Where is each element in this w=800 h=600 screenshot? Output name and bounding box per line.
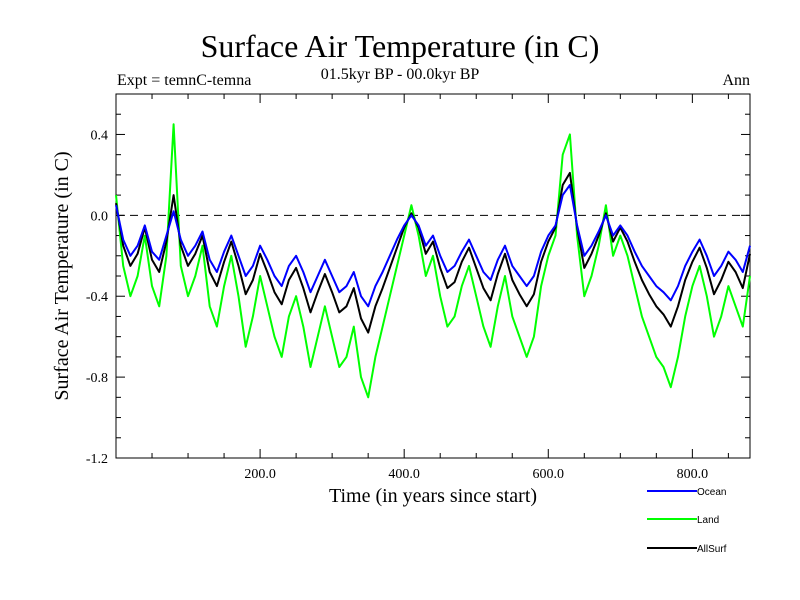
y-tick-label: 0.4 — [91, 128, 109, 143]
legend-label-ocean: Ocean — [697, 487, 726, 498]
x-tick-label: 400.0 — [388, 467, 420, 482]
series-line-ocean — [115, 184, 751, 308]
x-tick-label: 200.0 — [244, 467, 276, 482]
series-line-land — [115, 123, 751, 399]
y-tick-label: 0.0 — [91, 209, 109, 224]
x-axis-label: Time (in years since start) — [329, 485, 537, 507]
y-tick-label: -0.8 — [86, 371, 108, 386]
y-axis-label: Surface Air Temperature (in C) — [51, 151, 73, 400]
x-tick-label: 600.0 — [533, 467, 565, 482]
series-layer — [115, 123, 751, 399]
chart-subtitle: 01.5kyr BP - 00.0kyr BP — [320, 66, 480, 83]
axis-tick-labels: 200.0 400.0 600.0 800.0 -1.2 -0.8 -0.4 0.0 0.4 — [86, 128, 708, 482]
y-tick-label: -0.4 — [86, 290, 108, 305]
chart-title: Surface Air Temperature (in C) — [200, 28, 600, 64]
legend-label-allsurf: AllSurf — [697, 544, 727, 555]
season-label: Ann — [722, 72, 750, 89]
series-line-allsurf — [115, 171, 751, 334]
x-tick-label: 800.0 — [677, 467, 709, 482]
legend: Ocean Land AllSurf — [647, 487, 727, 555]
legend-label-land: Land — [697, 515, 719, 526]
axis-ticks — [116, 94, 750, 459]
experiment-label: Expt = temnC-temna — [117, 72, 252, 89]
y-tick-label: -1.2 — [86, 452, 108, 467]
